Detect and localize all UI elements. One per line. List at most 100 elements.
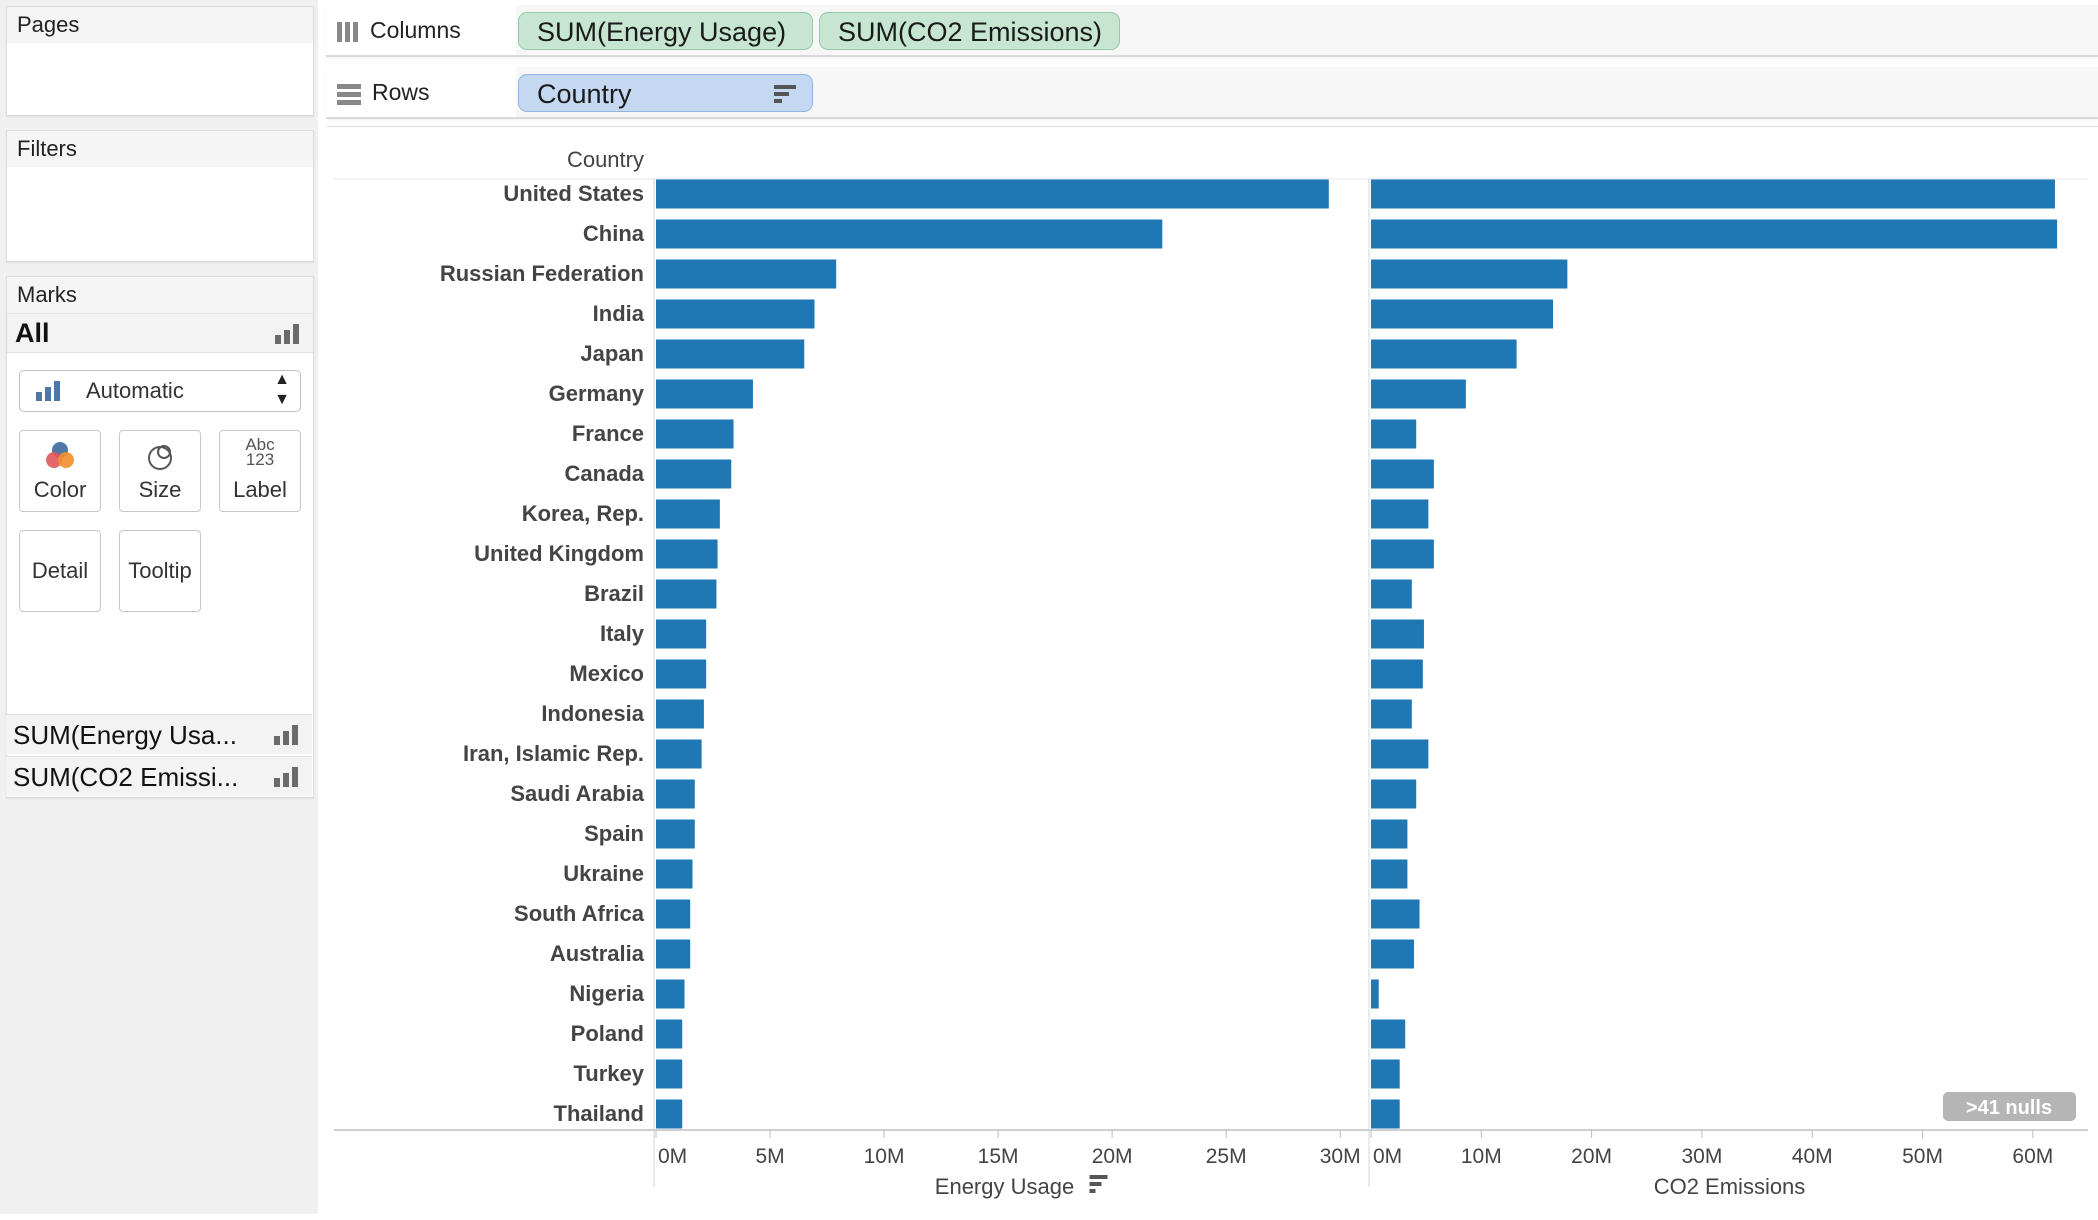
marks-all-header[interactable]: All bbox=[7, 313, 313, 353]
bar-energy-usage[interactable] bbox=[656, 259, 837, 289]
bar-energy-usage[interactable] bbox=[656, 619, 707, 649]
mark-type-dropdown[interactable]: Automatic ▲ ▼ bbox=[19, 370, 301, 412]
detail-button[interactable]: Detail bbox=[19, 530, 101, 612]
rows-shelf[interactable]: Rows Country bbox=[326, 67, 2098, 119]
bar-energy-usage[interactable] bbox=[656, 179, 1329, 209]
color-button[interactable]: Color bbox=[19, 430, 101, 512]
bar-energy-usage[interactable] bbox=[656, 859, 693, 889]
bar-co2-emissions[interactable] bbox=[1371, 499, 1429, 529]
bar-co2-emissions[interactable] bbox=[1371, 939, 1415, 969]
row-label[interactable]: Korea, Rep. bbox=[522, 501, 644, 526]
bar-co2-emissions[interactable] bbox=[1371, 819, 1408, 849]
measure-label: SUM(Energy Usa... bbox=[13, 720, 237, 750]
tooltip-button[interactable]: Tooltip bbox=[119, 530, 201, 612]
columns-shelf[interactable]: Columns SUM(Energy Usage) SUM(CO2 Emissi… bbox=[326, 5, 2098, 57]
row-label[interactable]: Spain bbox=[584, 821, 644, 846]
sort-descending-icon[interactable] bbox=[1089, 1182, 1102, 1186]
axis-tick-label: 25M bbox=[1206, 1145, 1247, 1168]
row-label[interactable]: China bbox=[583, 221, 645, 246]
bar-energy-usage[interactable] bbox=[656, 819, 695, 849]
bar-co2-emissions[interactable] bbox=[1371, 219, 2058, 249]
bar-co2-emissions[interactable] bbox=[1371, 1059, 1400, 1089]
sort-descending-icon[interactable] bbox=[1089, 1189, 1096, 1193]
sort-descending-icon[interactable] bbox=[1089, 1175, 1108, 1179]
bar-co2-emissions[interactable] bbox=[1371, 1019, 1406, 1049]
bar-co2-emissions[interactable] bbox=[1371, 699, 1412, 729]
row-label[interactable]: India bbox=[593, 301, 645, 326]
row-label[interactable]: United Kingdom bbox=[474, 541, 644, 566]
axis-title: CO2 Emissions bbox=[1654, 1174, 1806, 1199]
bar-energy-usage[interactable] bbox=[656, 899, 691, 929]
bar-energy-usage[interactable] bbox=[656, 699, 704, 729]
label-button[interactable]: Abc 123 Label bbox=[219, 430, 301, 512]
row-label[interactable]: Iran, Islamic Rep. bbox=[463, 741, 644, 766]
bar-energy-usage[interactable] bbox=[656, 779, 695, 809]
bar-co2-emissions[interactable] bbox=[1371, 899, 1420, 929]
bar-co2-emissions[interactable] bbox=[1371, 339, 1517, 369]
size-button[interactable]: Size bbox=[119, 430, 201, 512]
pill-sum-energy-usage[interactable]: SUM(Energy Usage) bbox=[518, 12, 813, 50]
row-label[interactable]: Brazil bbox=[584, 581, 644, 606]
row-label[interactable]: Saudi Arabia bbox=[510, 781, 644, 806]
axis-tick-label: 15M bbox=[978, 1145, 1019, 1168]
pill-country[interactable]: Country bbox=[518, 74, 813, 112]
row-label[interactable]: United States bbox=[503, 181, 644, 206]
nulls-indicator[interactable] bbox=[1943, 1092, 2076, 1121]
bar-energy-usage[interactable] bbox=[656, 339, 805, 369]
bar-co2-emissions[interactable] bbox=[1371, 379, 1466, 409]
row-label[interactable]: Poland bbox=[571, 1021, 644, 1046]
bar-co2-emissions[interactable] bbox=[1371, 299, 1554, 329]
bar-co2-emissions[interactable] bbox=[1371, 619, 1424, 649]
row-label[interactable]: Canada bbox=[565, 461, 645, 486]
bar-energy-usage[interactable] bbox=[656, 219, 1163, 249]
bar-energy-usage[interactable] bbox=[656, 1099, 683, 1129]
bar-energy-usage[interactable] bbox=[656, 579, 717, 609]
measure-co2-emissions[interactable]: SUM(CO2 Emissi... bbox=[6, 756, 312, 796]
bar-energy-usage[interactable] bbox=[656, 1059, 683, 1089]
row-label[interactable]: Nigeria bbox=[569, 981, 644, 1006]
row-label[interactable]: Turkey bbox=[573, 1061, 644, 1086]
bar-energy-usage[interactable] bbox=[656, 459, 732, 489]
bar-co2-emissions[interactable] bbox=[1371, 739, 1429, 769]
bar-co2-emissions[interactable] bbox=[1371, 459, 1434, 489]
row-label[interactable]: Indonesia bbox=[541, 701, 644, 726]
bar-co2-emissions[interactable] bbox=[1371, 539, 1434, 569]
bar-energy-usage[interactable] bbox=[656, 539, 718, 569]
bar-energy-usage[interactable] bbox=[656, 379, 753, 409]
measure-energy-usage[interactable]: SUM(Energy Usa... bbox=[6, 714, 312, 754]
bar-energy-usage[interactable] bbox=[656, 979, 685, 1009]
bar-energy-usage[interactable] bbox=[656, 419, 734, 449]
row-label[interactable]: South Africa bbox=[514, 901, 645, 926]
tooltip-label: Tooltip bbox=[128, 558, 192, 583]
bar-energy-usage[interactable] bbox=[656, 499, 720, 529]
bar-co2-emissions[interactable] bbox=[1371, 779, 1417, 809]
bar-energy-usage[interactable] bbox=[656, 1019, 683, 1049]
row-label[interactable]: Italy bbox=[600, 621, 645, 646]
bar-co2-emissions[interactable] bbox=[1371, 659, 1423, 689]
bar-co2-emissions[interactable] bbox=[1371, 1099, 1400, 1129]
row-label[interactable]: Mexico bbox=[569, 661, 644, 686]
row-label[interactable]: Germany bbox=[549, 381, 645, 406]
row-label[interactable]: France bbox=[572, 421, 644, 446]
row-label[interactable]: Japan bbox=[580, 341, 644, 366]
bar-co2-emissions[interactable] bbox=[1371, 259, 1568, 289]
row-label[interactable]: Thailand bbox=[554, 1101, 644, 1126]
row-label[interactable]: Australia bbox=[550, 941, 645, 966]
bar-energy-usage[interactable] bbox=[656, 939, 691, 969]
row-label[interactable]: Russian Federation bbox=[440, 261, 644, 286]
row-label[interactable]: Ukraine bbox=[563, 861, 644, 886]
bar-co2-emissions[interactable] bbox=[1371, 579, 1412, 609]
pill-sum-co2-emissions[interactable]: SUM(CO2 Emissions) bbox=[819, 12, 1120, 50]
axis-tick-label: 5M bbox=[755, 1145, 784, 1168]
pages-card[interactable]: Pages bbox=[6, 6, 314, 116]
bar-energy-usage[interactable] bbox=[656, 659, 707, 689]
bar-energy-usage[interactable] bbox=[656, 299, 815, 329]
bar-co2-emissions[interactable] bbox=[1371, 179, 2055, 209]
bar-co2-emissions[interactable] bbox=[1371, 979, 1379, 1009]
bar-energy-usage[interactable] bbox=[656, 739, 702, 769]
bar-co2-emissions[interactable] bbox=[1371, 859, 1408, 889]
axis-tick-label: 0M bbox=[1373, 1145, 1402, 1168]
bar-chart-icon bbox=[36, 381, 62, 401]
bar-co2-emissions[interactable] bbox=[1371, 419, 1417, 449]
filters-card[interactable]: Filters bbox=[6, 130, 314, 262]
